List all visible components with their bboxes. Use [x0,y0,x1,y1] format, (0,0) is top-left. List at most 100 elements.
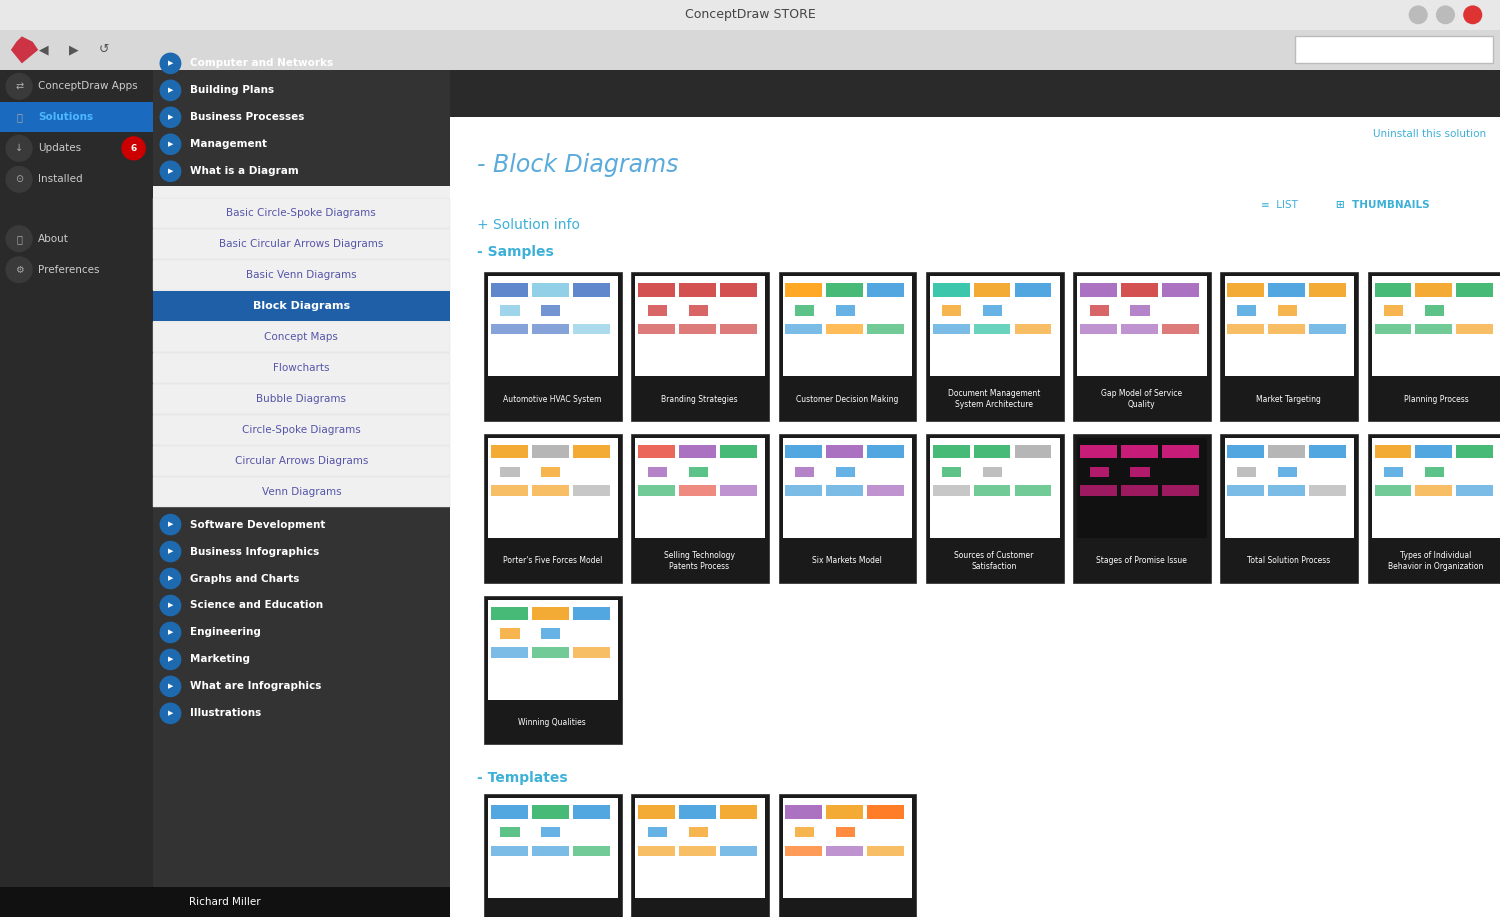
Bar [636,799,765,898]
Bar [1416,283,1452,297]
Bar [1238,304,1256,315]
Bar [542,826,561,837]
Bar [1310,445,1346,458]
Bar [1089,304,1108,315]
Bar [1278,467,1298,478]
Bar [680,485,716,496]
Circle shape [6,72,33,100]
Text: Building Plans: Building Plans [189,85,273,95]
Text: ▶: ▶ [168,711,172,716]
Bar [0,29,1500,70]
Bar [490,607,528,620]
Text: ▶: ▶ [168,168,172,174]
Text: Bubble Diagrams: Bubble Diagrams [256,394,346,404]
Bar [1080,485,1118,496]
Bar [982,304,1002,315]
Text: Porter's Five Forces Model: Porter's Five Forces Model [503,557,602,566]
Bar [153,353,450,383]
Text: Document Management
System Architecture: Document Management System Architecture [948,390,1041,409]
Bar [942,304,962,315]
Bar [688,304,708,315]
Circle shape [159,160,182,182]
Bar [153,198,450,228]
Bar [1268,485,1305,496]
Bar [153,292,450,321]
Text: 🛒: 🛒 [16,112,22,122]
Circle shape [159,702,182,724]
Bar [573,607,609,620]
Bar [1372,438,1500,538]
Bar [153,415,450,445]
Text: Business Processes: Business Processes [189,112,304,122]
Circle shape [1462,6,1482,24]
Text: ⓘ: ⓘ [16,234,22,244]
Bar [1372,276,1500,376]
Text: ↓: ↓ [15,143,22,153]
Bar [638,845,675,856]
Circle shape [6,166,33,193]
Bar [542,628,561,639]
Circle shape [6,226,33,252]
Bar [153,322,450,352]
Bar [484,794,622,917]
Bar [1268,283,1305,297]
Bar [488,438,618,538]
Bar [542,304,561,315]
Bar [1238,467,1256,478]
Bar [786,445,822,458]
Circle shape [6,104,33,131]
Bar [450,117,1500,917]
Text: Flowcharts: Flowcharts [273,363,330,373]
Bar [1416,324,1452,335]
Bar [501,826,519,837]
Bar [1456,324,1492,335]
Bar [573,485,609,496]
Bar [0,70,153,917]
Text: Circular Arrows Diagrams: Circular Arrows Diagrams [234,456,368,466]
Bar [1374,445,1411,458]
Bar [0,0,1500,29]
Bar [778,435,916,582]
Text: Engineering: Engineering [189,627,261,637]
Bar [1014,445,1052,458]
Text: Illustrations: Illustrations [189,708,261,718]
Bar [532,445,568,458]
Text: Software Development: Software Development [189,520,326,530]
Bar [778,794,916,917]
Bar [1416,445,1452,458]
Bar [974,324,1011,335]
Text: Branding Strategies: Branding Strategies [662,394,738,403]
Bar [1224,276,1354,376]
Bar [930,438,1059,538]
Bar [632,272,770,421]
Text: + Solution info: + Solution info [477,218,580,232]
Text: Six Markets Model: Six Markets Model [812,557,882,566]
Bar [501,628,519,639]
Text: ⚙: ⚙ [15,265,24,275]
Bar [638,485,675,496]
Bar [501,304,519,315]
Bar [638,445,675,458]
Text: Sources of Customer
Satisfaction: Sources of Customer Satisfaction [954,551,1034,570]
Bar [827,324,862,335]
Text: ▶: ▶ [168,115,172,120]
Bar [450,70,1500,117]
Bar [1456,445,1492,458]
Text: Market Targeting: Market Targeting [1256,394,1322,403]
Bar [632,435,770,582]
Bar [1374,485,1411,496]
Polygon shape [10,37,38,63]
Bar [786,805,822,819]
Bar [795,826,814,837]
Bar [720,283,758,297]
Bar [638,283,675,297]
Bar [1077,276,1208,376]
Bar [720,485,758,496]
Bar [153,478,450,507]
Bar [778,272,916,421]
Bar [867,445,904,458]
Bar [573,845,609,856]
Bar [720,845,758,856]
Circle shape [159,595,182,616]
Text: Science and Education: Science and Education [189,601,322,611]
